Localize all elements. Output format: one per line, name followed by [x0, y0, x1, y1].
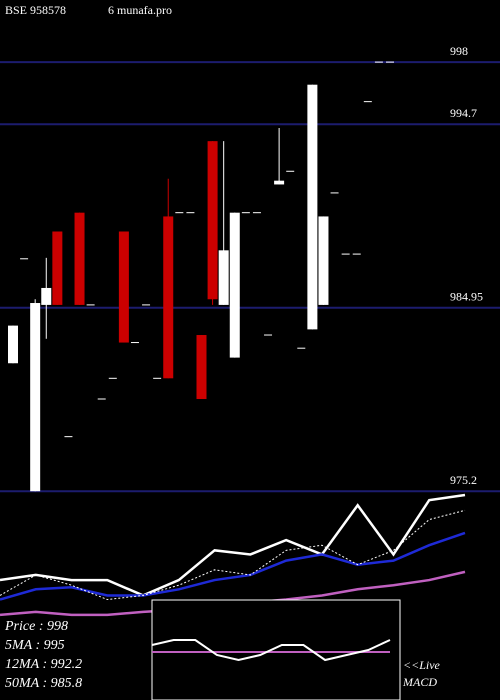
ma-label: Price : 998 — [4, 619, 68, 634]
macd-line — [151, 639, 391, 662]
candle-body — [218, 250, 229, 305]
candle-body — [52, 231, 63, 305]
chart-title: BSE 958578 — [5, 3, 66, 17]
ma-label: 12MA : 992.2 — [5, 657, 82, 672]
chart-subtitle: 6 munafa.pro — [108, 3, 172, 17]
candle-body — [207, 141, 218, 300]
candle-body — [163, 216, 174, 379]
ma-line — [0, 493, 466, 597]
candle-body — [229, 212, 240, 358]
candle-body — [307, 84, 318, 330]
y-tick-label: 998 — [450, 44, 468, 58]
candle-body — [41, 287, 52, 305]
ma-label: 5MA : 995 — [5, 638, 65, 653]
y-tick-label: 984.95 — [450, 289, 483, 303]
ma-line — [0, 531, 466, 601]
candle-body — [274, 180, 285, 185]
ma-line — [0, 509, 466, 601]
candle-body — [30, 303, 41, 492]
candle-body — [74, 212, 85, 305]
y-tick-label: 975.2 — [450, 473, 477, 487]
macd-box — [151, 599, 401, 700]
macd-label: MACD — [402, 675, 437, 689]
candle-body — [118, 231, 129, 343]
y-tick-label: 994.7 — [450, 106, 477, 120]
ma-label: 50MA : 985.8 — [5, 676, 82, 691]
candle-body — [318, 216, 329, 305]
candle-body — [196, 335, 207, 400]
candle-body — [8, 325, 18, 364]
macd-live: <<Live — [403, 658, 441, 672]
